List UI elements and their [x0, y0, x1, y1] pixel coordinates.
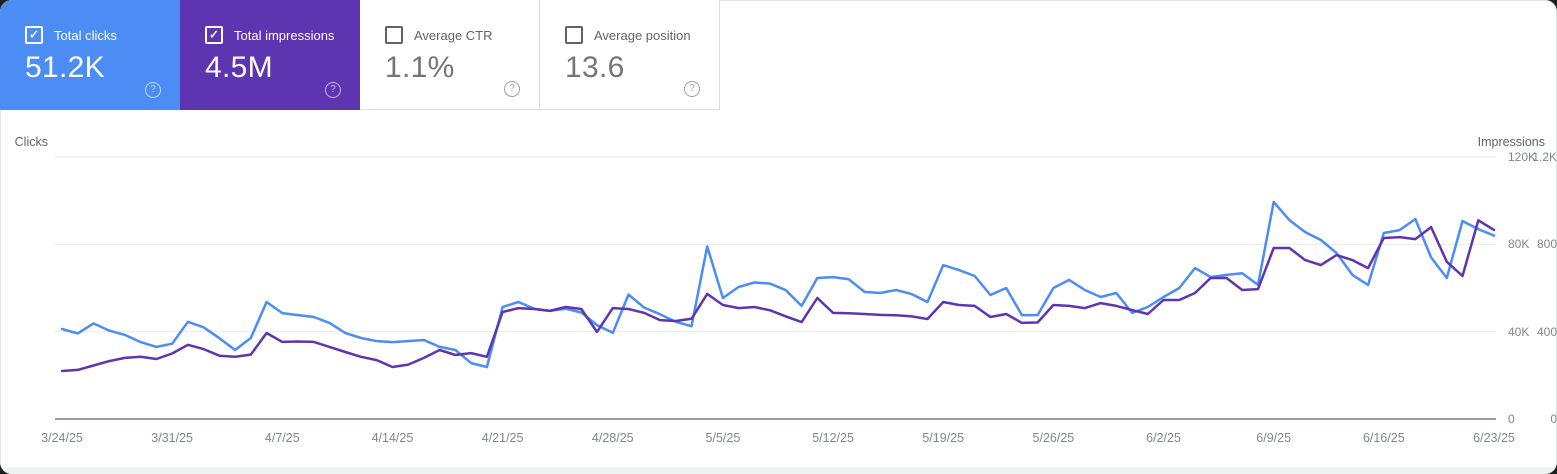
- card-total-clicks-header: ✓ Total clicks: [25, 26, 180, 44]
- x-axis-label: 4/28/25: [591, 431, 634, 445]
- left-axis-tick: 800: [1536, 237, 1557, 252]
- average-position-value: 13.6: [565, 51, 625, 84]
- help-icon[interactable]: ?: [325, 82, 341, 98]
- card-total-clicks[interactable]: ✓ Total clicks 51.2K ?: [0, 0, 180, 110]
- series-line-total-impressions: [60, 219, 1496, 373]
- x-axis-label: 5/26/25: [1032, 431, 1075, 445]
- total-clicks-value: 51.2K: [25, 51, 105, 84]
- x-axis-label: 6/9/25: [1256, 431, 1292, 445]
- x-axis-label: 3/31/25: [151, 431, 193, 445]
- card-average-ctr[interactable]: Average CTR 1.1% ?: [360, 0, 540, 110]
- card-average-ctr-header: Average CTR: [385, 26, 539, 44]
- card-total-impressions[interactable]: ✓ Total impressions 4.5M ?: [180, 0, 360, 110]
- help-icon[interactable]: ?: [684, 81, 700, 97]
- left-axis-tick: 400: [1536, 324, 1557, 339]
- x-axis-label: 5/5/25: [705, 431, 741, 445]
- x-axis-label: 6/16/25: [1362, 431, 1405, 445]
- help-icon[interactable]: ?: [145, 82, 161, 98]
- total-impressions-value: 4.5M: [205, 51, 273, 84]
- right-axis-tick: 40K: [1508, 324, 1530, 339]
- right-axis-tick: 0: [1508, 412, 1515, 426]
- x-axis-label: 3/24/25: [41, 431, 83, 445]
- x-axis-label: 5/12/25: [812, 431, 854, 445]
- checkmark-icon: ✓: [208, 27, 220, 42]
- left-axis-tick: 1.2K: [1532, 150, 1557, 164]
- checkmark-icon: ✓: [28, 27, 40, 42]
- x-axis-label: 4/21/25: [481, 431, 524, 445]
- total-impressions-checkbox[interactable]: ✓: [205, 26, 223, 44]
- page-background-strip: [0, 467, 1557, 474]
- series-line-total-clicks: [60, 200, 1496, 369]
- help-icon[interactable]: ?: [504, 81, 520, 97]
- card-average-position-header: Average position: [565, 26, 719, 44]
- average-ctr-checkbox[interactable]: [385, 26, 403, 44]
- average-ctr-label: Average CTR: [414, 27, 493, 43]
- x-axis-label: 6/2/25: [1146, 431, 1181, 445]
- right-axis-tick: 80K: [1508, 237, 1530, 252]
- card-total-impressions-header: ✓ Total impressions: [205, 26, 360, 44]
- left-axis-tick: 0: [1550, 412, 1557, 426]
- right-axis-tick: 120K: [1508, 150, 1537, 164]
- total-clicks-label: Total clicks: [54, 27, 117, 43]
- total-clicks-checkbox[interactable]: ✓: [25, 26, 43, 44]
- total-impressions-label: Total impressions: [234, 27, 335, 43]
- x-axis-label: 6/23/25: [1473, 431, 1515, 445]
- left-axis-title: Clicks: [14, 135, 48, 149]
- metric-cards-row: ✓ Total clicks 51.2K ? ✓ Total impressio…: [0, 0, 720, 110]
- x-axis-label: 4/7/25: [264, 431, 300, 445]
- x-axis-label: 4/14/25: [371, 431, 414, 445]
- x-axis-label: 5/19/25: [922, 431, 965, 445]
- average-position-checkbox[interactable]: [565, 26, 583, 44]
- average-ctr-value: 1.1%: [385, 51, 455, 84]
- card-average-position[interactable]: Average position 13.6 ?: [540, 0, 720, 110]
- right-axis-title: Impressions: [1477, 135, 1545, 149]
- average-position-label: Average position: [594, 27, 691, 43]
